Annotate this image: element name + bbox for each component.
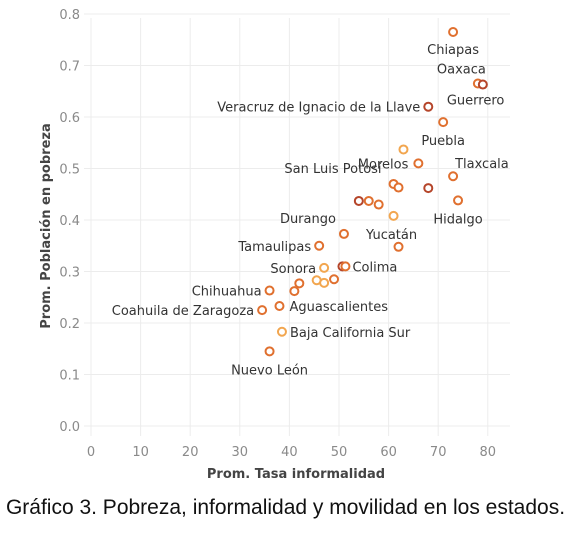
- data-point: [314, 240, 325, 251]
- point-label: Durango: [280, 212, 336, 227]
- point-label: Coahuila de Zaragoza: [112, 304, 254, 319]
- y-tick-label: 0.4: [59, 214, 80, 229]
- y-tick-label: 0.7: [59, 60, 80, 75]
- point-label: Aguascalientes: [289, 300, 388, 315]
- data-point: [477, 79, 488, 90]
- data-point: [373, 199, 384, 210]
- data-point: [423, 183, 434, 194]
- x-tick-label: 40: [281, 445, 298, 460]
- data-point: [393, 241, 404, 252]
- data-point: [329, 274, 340, 285]
- data-point: [393, 182, 404, 193]
- data-point: [353, 195, 364, 206]
- data-point: [388, 210, 399, 221]
- data-point: [257, 305, 268, 316]
- data-point: [453, 195, 464, 206]
- y-tick-label: 0.6: [59, 111, 80, 126]
- point-label: Tlaxcala: [454, 157, 509, 172]
- data-point: [448, 27, 459, 38]
- point-label: Yucatán: [365, 228, 417, 243]
- x-tick-label: 30: [232, 445, 249, 460]
- y-tick-label: 0.1: [59, 369, 80, 384]
- point-label: Sonora: [270, 262, 316, 277]
- point-label: Guerrero: [447, 94, 505, 109]
- point-label: Puebla: [421, 134, 465, 149]
- data-point: [319, 277, 330, 288]
- x-tick-label: 0: [87, 445, 95, 460]
- x-tick-label: 50: [331, 445, 348, 460]
- data-point: [340, 261, 351, 272]
- x-tick-label: 10: [132, 445, 149, 460]
- data-point: [363, 195, 374, 206]
- y-axis-title: Prom. Población en pobreza: [39, 123, 54, 328]
- data-point: [264, 285, 275, 296]
- data-point: [438, 117, 449, 128]
- data-point: [276, 326, 287, 337]
- axis-ticks: 0 10 20 30 40 50 60 70 80 0.0 0.1 0.2 0.3 0.4 0.5 0.6 0.…: [59, 8, 496, 460]
- data-point: [423, 101, 434, 112]
- figure-caption: Gráfico 3. Pobreza, informalidad y movil…: [5, 496, 566, 519]
- data-point: [398, 144, 409, 155]
- data-point: [274, 301, 285, 312]
- x-axis-title: Prom. Tasa informalidad: [207, 467, 385, 482]
- data-point: [289, 286, 300, 297]
- x-tick-label: 20: [182, 445, 199, 460]
- point-label: Veracruz de Ignacio de la Llave: [217, 101, 420, 116]
- point-label: Chihuahua: [192, 285, 262, 300]
- y-tick-label: 0.8: [59, 8, 80, 23]
- data-point: [448, 171, 459, 182]
- y-tick-label: 0.0: [59, 420, 80, 435]
- data-point: [413, 158, 424, 169]
- data-points: [257, 27, 488, 357]
- point-label: Morelos: [358, 157, 409, 172]
- point-label: Chiapas: [427, 43, 479, 58]
- point-label: Hidalgo: [433, 212, 482, 227]
- point-label: Baja California Sur: [290, 326, 411, 341]
- point-label: Oaxaca: [437, 63, 486, 78]
- point-label: Tamaulipas: [237, 240, 311, 255]
- y-tick-label: 0.5: [59, 163, 80, 178]
- scatter-chart: 0 10 20 30 40 50 60 70 80 0.0 0.1 0.2 0.3 0.4 0.5 0.6 0.…: [39, 8, 510, 482]
- data-point: [264, 346, 275, 357]
- data-point: [319, 262, 330, 273]
- data-point: [338, 228, 349, 239]
- x-tick-label: 60: [380, 445, 397, 460]
- point-label: Nuevo León: [231, 363, 308, 378]
- x-tick-label: 80: [480, 445, 497, 460]
- point-label: Colima: [352, 260, 397, 275]
- grid: [84, 13, 510, 436]
- point-labels: Chiapas Oaxaca Guerrero Veracruz de Ignacio…: [112, 43, 509, 378]
- point-label: San Luis Potosí: [284, 162, 382, 177]
- data-point: [294, 278, 305, 289]
- y-tick-label: 0.2: [59, 317, 80, 332]
- y-tick-label: 0.3: [59, 266, 80, 281]
- x-tick-label: 70: [430, 445, 447, 460]
